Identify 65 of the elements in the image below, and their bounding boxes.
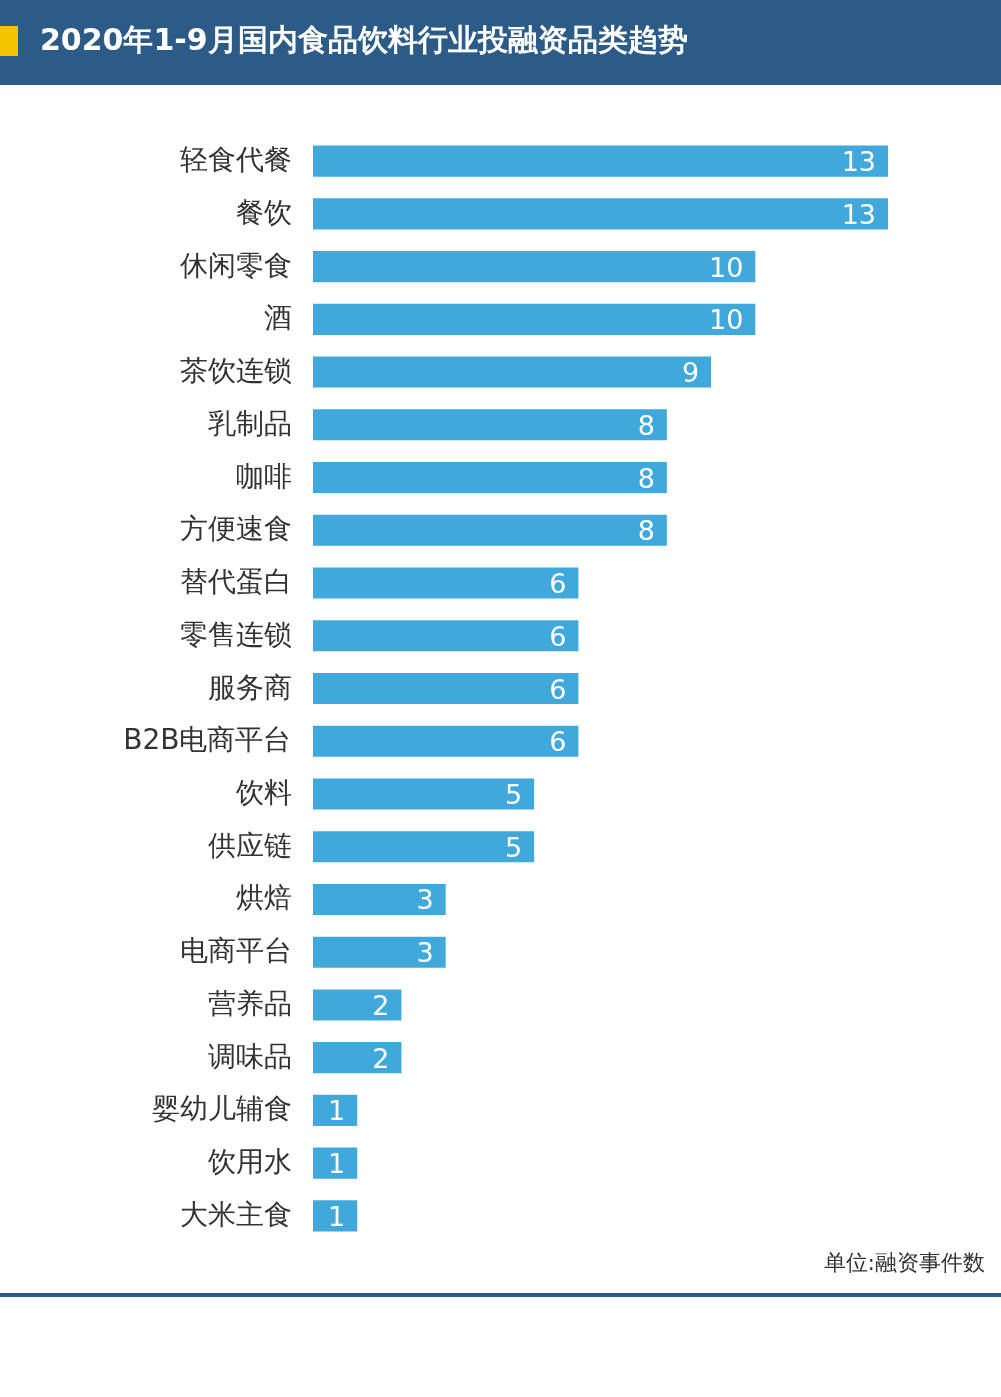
data-label: 1 [328, 1200, 346, 1232]
data-label: 6 [549, 620, 567, 652]
bar [313, 356, 712, 388]
bar [313, 514, 667, 546]
text: 单位:融资事件数 [823, 1249, 985, 1277]
y-tick-label: 酒 [263, 301, 292, 335]
bar [313, 672, 579, 705]
data-label: 8 [637, 409, 655, 441]
y-tick-label: 茶饮连锁 [179, 354, 292, 388]
bar [313, 145, 888, 177]
bar [313, 936, 446, 968]
data-label: 6 [549, 568, 567, 600]
data-label: 5 [504, 831, 523, 863]
bar [313, 567, 579, 599]
data-label: 2 [372, 989, 390, 1021]
y-tick-label: 营养品 [207, 986, 292, 1020]
data-label: 3 [416, 937, 434, 969]
data-label: 13 [841, 146, 876, 178]
data-label: 10 [708, 304, 744, 336]
data-label: 13 [841, 198, 876, 230]
data-label: 8 [637, 515, 655, 547]
y-tick-label: 服务商 [207, 670, 292, 704]
y-tick-label: 轻食代餐 [179, 143, 292, 177]
y-tick-label: 调味品 [207, 1039, 292, 1073]
bar [313, 989, 402, 1021]
data-label: 9 [681, 357, 700, 389]
bar [313, 303, 756, 335]
bar [313, 883, 446, 916]
y-tick-label: 饮用水 [206, 1145, 292, 1179]
bar [313, 831, 535, 863]
y-tick-label: 替代蛋白 [179, 565, 292, 599]
y-tick-label: 烘焙 [235, 881, 292, 915]
bar [313, 1042, 402, 1074]
bar [313, 1147, 358, 1179]
y-tick-label: 零售连锁 [179, 617, 292, 651]
bar [313, 778, 535, 810]
data-label: 5 [504, 778, 523, 810]
bar [313, 1094, 358, 1126]
data-label: 1 [328, 1148, 346, 1180]
y-tick-label: 休闲零食 [179, 248, 292, 282]
bar [313, 198, 888, 230]
data-label: 8 [637, 462, 655, 494]
data-label: 2 [372, 1042, 390, 1074]
y-tick-label: B2B电商平台 [123, 723, 292, 757]
chart-title: 2020年1-9月国内食品饮料行业投融资品类趋势 [40, 21, 688, 59]
bar [313, 251, 756, 283]
bar [313, 620, 579, 652]
y-tick-label: 餐饮 [235, 195, 292, 229]
data-label: 1 [328, 1095, 346, 1127]
y-tick-label: 供应链 [207, 828, 292, 862]
y-tick-label: 饮料 [234, 775, 292, 809]
y-tick-label: 婴幼儿辅食 [151, 1092, 292, 1126]
data-label: 6 [549, 673, 567, 705]
bar [313, 461, 667, 494]
y-tick-label: 大米主食 [179, 1197, 292, 1231]
data-label: 6 [549, 726, 567, 758]
data-label: 3 [416, 884, 434, 916]
bar [313, 409, 667, 441]
y-tick-label: 咖啡 [235, 459, 292, 493]
y-tick-label: 乳制品 [207, 406, 292, 440]
bar [313, 1200, 358, 1232]
y-tick-label: 方便速食 [179, 512, 292, 546]
data-label: 10 [708, 251, 744, 283]
y-tick-label: 电商平台 [179, 934, 292, 968]
bar [313, 725, 579, 757]
